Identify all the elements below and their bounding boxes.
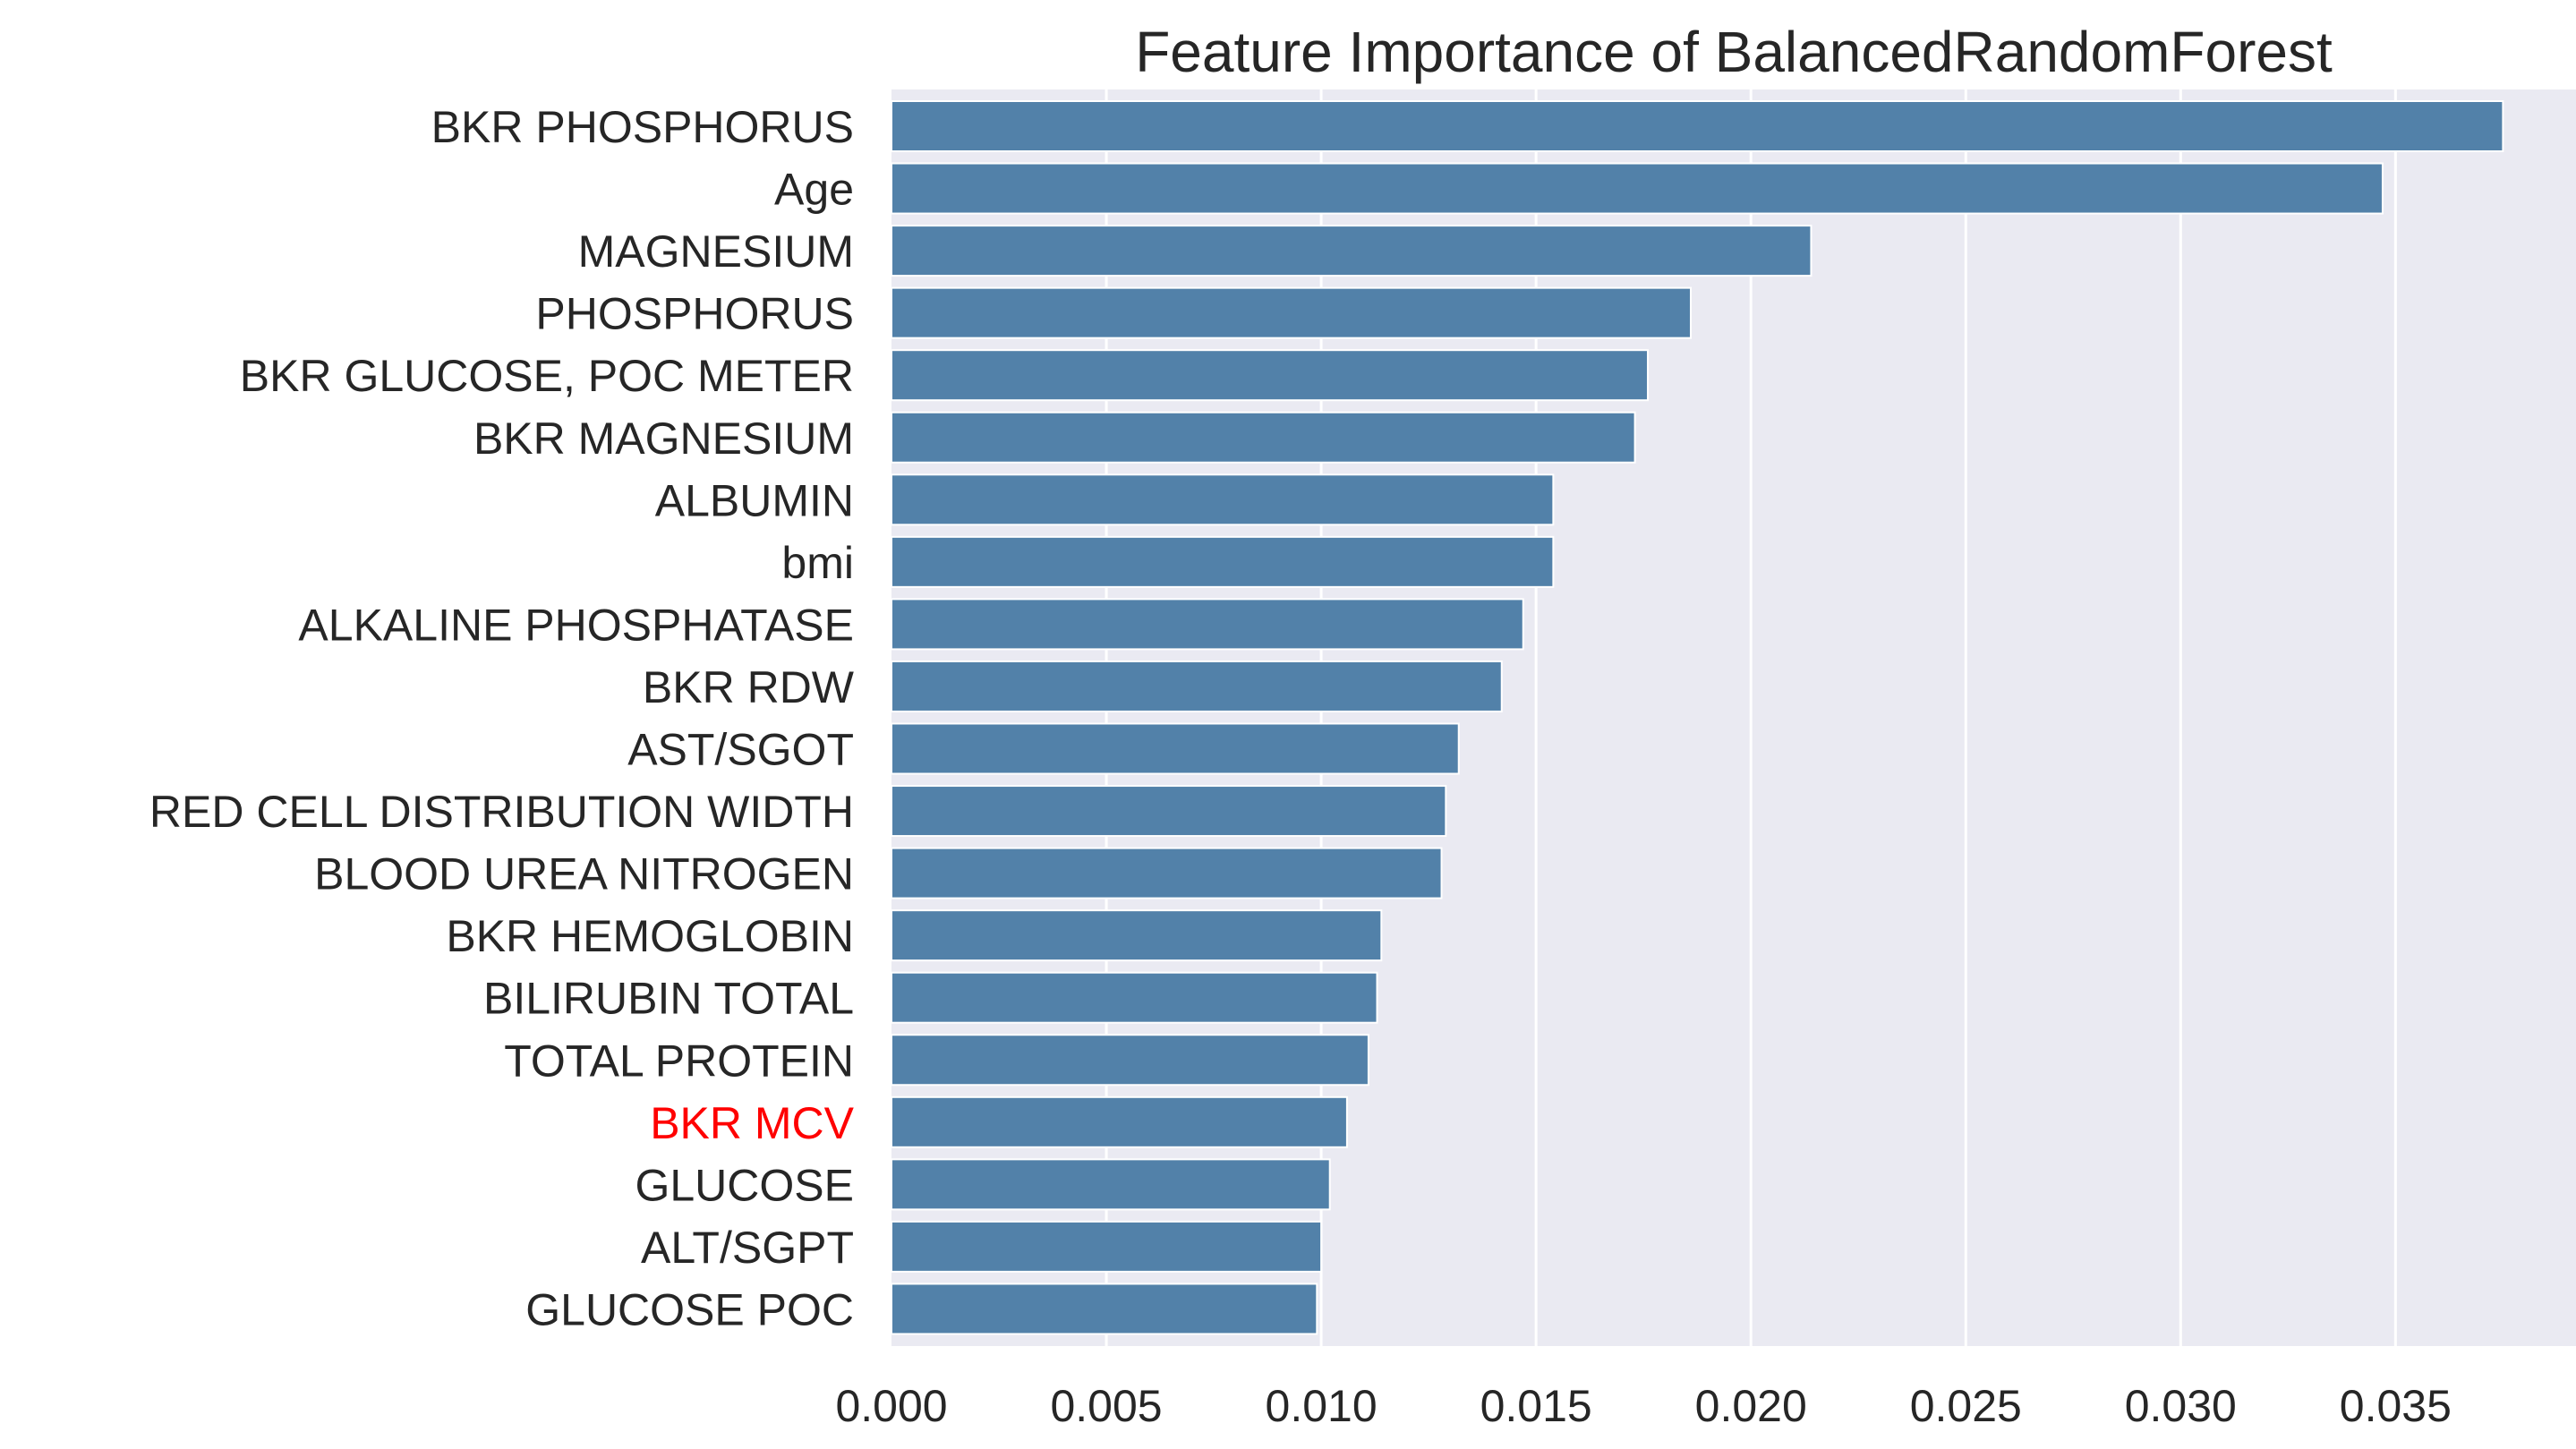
category-label: BKR HEMOGLOBIN (446, 911, 854, 961)
bar (891, 411, 1636, 464)
category-label: GLUCOSE POC (525, 1284, 854, 1334)
bar (891, 286, 1692, 339)
plot-background (891, 89, 2576, 1346)
category-label: BKR PHOSPHORUS (431, 102, 854, 152)
x-tick-label: 0.005 (1050, 1381, 1162, 1431)
bar (891, 1158, 1331, 1211)
bar (891, 847, 1443, 899)
category-label: ALT/SGPT (641, 1223, 854, 1273)
bar (891, 909, 1383, 962)
bars (891, 100, 2504, 1335)
bar (891, 971, 1378, 1024)
bar (891, 660, 1503, 712)
x-tick-label: 0.025 (1910, 1381, 2022, 1431)
category-label: ALBUMIN (655, 475, 854, 525)
bar (891, 473, 1555, 526)
category-labels: BKR PHOSPHORUS Age MAGNESIUM PHOSPHORUS BKR … (149, 102, 855, 1334)
bar (891, 785, 1447, 838)
category-label: BKR RDW (643, 662, 855, 712)
category-label: AST/SGOT (627, 725, 854, 775)
x-tick-label: 0.010 (1266, 1381, 1378, 1431)
x-tick-label: 0.030 (2125, 1381, 2237, 1431)
bar (891, 1095, 1348, 1148)
category-label: BKR MAGNESIUM (473, 413, 854, 464)
bar (891, 535, 1555, 588)
category-label: BKR GLUCOSE, POC METER (240, 351, 854, 401)
bar (891, 598, 1524, 651)
category-label: ALKALINE PHOSPHATASE (298, 600, 854, 650)
bar (891, 1283, 1318, 1335)
bar (891, 1034, 1369, 1087)
category-label: GLUCOSE (635, 1160, 854, 1210)
bar (891, 1220, 1323, 1273)
category-label: BILIRUBIN TOTAL (483, 974, 854, 1024)
category-label: RED CELL DISTRIBUTION WIDTH (149, 787, 854, 837)
x-tick-label: 0.015 (1480, 1381, 1592, 1431)
bar (891, 349, 1649, 402)
category-label: TOTAL PROTEIN (504, 1036, 854, 1086)
chart-title: Feature Importance of BalancedRandomFore… (1135, 20, 2333, 84)
x-tick-label: 0.035 (2340, 1381, 2452, 1431)
x-tick-label: 0.000 (835, 1381, 947, 1431)
category-label: Age (774, 165, 854, 215)
category-label: BLOOD UREA NITROGEN (314, 849, 854, 899)
category-label: PHOSPHORUS (535, 289, 854, 339)
category-label: BKR MCV (650, 1098, 854, 1148)
bar (891, 722, 1460, 775)
category-label: bmi (781, 538, 854, 588)
x-tick-labels: 0.000 0.005 0.010 0.015 0.020 0.025 0.030 0.035 (835, 1381, 2451, 1431)
bar (891, 162, 2384, 215)
x-tick-label: 0.020 (1695, 1381, 1807, 1431)
category-label: MAGNESIUM (578, 226, 854, 277)
bar (891, 100, 2504, 152)
bar (891, 225, 1813, 277)
